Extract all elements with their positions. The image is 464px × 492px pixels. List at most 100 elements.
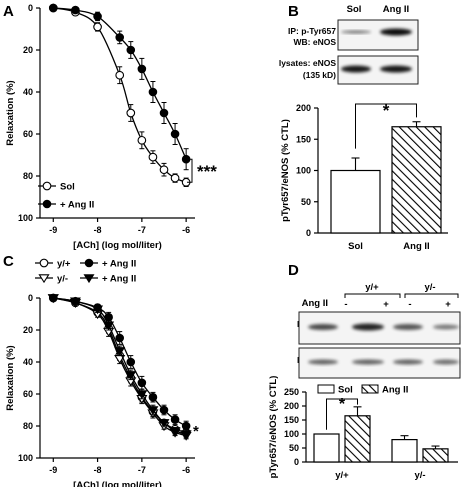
panel-letter-A: A	[3, 3, 14, 20]
bar-D	[422, 448, 449, 463]
x-tick-label-A: -9	[49, 225, 57, 235]
data-point-A-1	[71, 5, 80, 15]
data-point-A-1	[137, 64, 147, 74]
blot-membrane-B	[337, 19, 419, 51]
panel-letter-B: B	[288, 3, 299, 20]
legend-label-C: y/-	[57, 274, 68, 285]
legend-label-C: + Ang II	[102, 274, 136, 285]
y-axis-label-D: pTyr657/eNOS (% CTL)	[268, 376, 279, 479]
data-point-C-1	[148, 392, 158, 402]
legend-marker-C	[83, 274, 95, 284]
data-point-C-3	[147, 406, 159, 416]
legend-swatch-D	[317, 384, 335, 394]
x-axis-label-C: [ACh] (log mol/liter)	[73, 480, 162, 487]
significance-marker-B: *	[383, 101, 390, 120]
x-tick-label-C: -7	[138, 465, 146, 475]
data-point-A-1	[48, 3, 58, 13]
blot-lane-sign-D: -	[408, 299, 411, 310]
y-tick-label-D: 50	[289, 443, 299, 453]
panel-letter-D: D	[288, 262, 299, 279]
bar-D	[313, 433, 340, 463]
y-tick-label-A: 40	[23, 87, 33, 97]
blot-band-D	[308, 359, 338, 365]
legend-marker-C	[84, 258, 94, 268]
blot-row-label-B: IP: p-Tyr657	[288, 26, 336, 36]
blot-treatment-label-D: Ang II	[302, 298, 328, 309]
y-tick-label-B: 100	[296, 166, 311, 176]
data-point-A-1	[159, 108, 169, 118]
x-tick-label-A: -7	[138, 225, 146, 235]
significance-marker-D: *	[339, 396, 346, 413]
x-category-label-D: y/-	[414, 470, 425, 481]
y-tick-label-A: 60	[23, 129, 33, 139]
significance-marker-A: ***	[197, 162, 217, 181]
y-axis-label-C: Relaxation (%)	[5, 345, 16, 410]
significance-marker-C: *	[193, 423, 199, 440]
data-point-C-3	[136, 390, 148, 400]
data-point-A-0	[126, 108, 136, 118]
legend-label-C: y/+	[57, 259, 71, 270]
data-point-C-3	[47, 294, 59, 304]
y-tick-label-B: 0	[306, 228, 311, 238]
y-tick-label-B: 200	[296, 103, 311, 113]
blot-band-D	[352, 359, 384, 365]
blot-row-label-B: (135 kD)	[303, 70, 336, 80]
data-point-A-0	[170, 173, 180, 183]
legend-label-A: Sol	[60, 182, 75, 193]
y-tick-label-D: 0	[294, 457, 299, 467]
blot-group-label-D: y/+	[365, 282, 379, 293]
data-point-C-3	[92, 305, 104, 315]
y-tick-label-B: 50	[301, 197, 311, 207]
data-point-C-3	[158, 419, 170, 428]
blot-band-B	[380, 65, 412, 73]
legend-label-C: + Ang II	[102, 259, 136, 270]
x-tick-label-C: -6	[182, 465, 190, 475]
data-point-A-0	[159, 165, 169, 175]
legend-marker-C	[38, 274, 50, 284]
legend-label-D: Sol	[338, 385, 353, 396]
blot-row-label-B: WB: eNOS	[294, 37, 337, 47]
legend-marker-C	[39, 258, 49, 268]
y-tick-label-C: 0	[28, 293, 33, 303]
data-point-A-1	[126, 45, 136, 55]
blot-lane-label-B: Ang II	[383, 4, 409, 15]
x-tick-label-C: -9	[49, 465, 57, 475]
x-category-label-B: Ang II	[403, 241, 429, 252]
y-tick-label-D: 250	[284, 387, 299, 397]
blot-band-B	[341, 65, 371, 73]
blot-band-D	[433, 359, 459, 365]
bar-D	[391, 439, 418, 463]
blot-group-label-D: y/-	[424, 282, 435, 293]
x-tick-label-A: -8	[94, 225, 102, 235]
y-tick-label-D: 100	[284, 429, 299, 439]
y-tick-label-C: 60	[23, 389, 33, 399]
y-axis-label-B: pTyr657/eNOS (% CTL)	[280, 119, 291, 222]
data-point-A-0	[137, 135, 147, 145]
data-point-A-1	[170, 129, 180, 139]
significance-bracket-A	[187, 158, 193, 183]
data-point-A-0	[148, 152, 158, 162]
y-tick-label-C: 80	[23, 421, 33, 431]
legend-swatch-D	[361, 384, 379, 394]
blot-band-B	[380, 28, 412, 36]
bar-B	[391, 126, 442, 234]
y-tick-label-D: 200	[284, 401, 299, 411]
data-point-C-3	[103, 321, 115, 331]
x-tick-label-A: -6	[182, 225, 190, 235]
blot-lane-label-B: Sol	[347, 4, 362, 15]
panel-letter-C: C	[3, 253, 14, 270]
blot-group-bracket-D	[404, 293, 459, 298]
y-tick-label-A: 80	[23, 171, 33, 181]
series-line-A-0	[53, 7, 187, 183]
significance-bracket-C	[183, 425, 189, 437]
legend-marker-A	[42, 199, 52, 209]
y-tick-label-A: 0	[28, 3, 33, 13]
data-point-C-3	[125, 371, 137, 380]
y-tick-label-C: 100	[18, 453, 33, 463]
data-point-C-1	[126, 357, 136, 367]
data-point-A-1	[148, 87, 158, 97]
blot-band-D	[393, 324, 423, 330]
legend-label-A: + Ang II	[60, 200, 94, 211]
data-point-A-1	[115, 33, 125, 42]
x-axis-label-A: [ACh] (log mol/liter)	[73, 240, 162, 251]
